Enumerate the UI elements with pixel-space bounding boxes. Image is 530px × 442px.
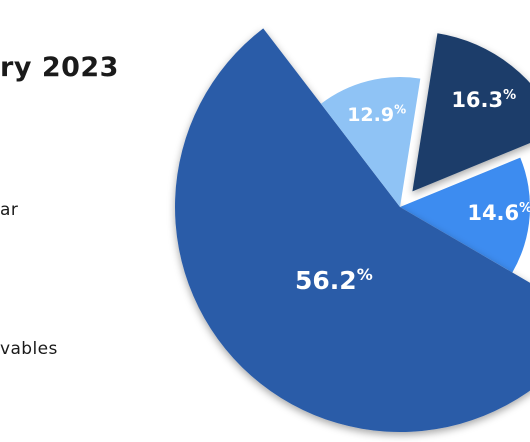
slice-value: 14.6 xyxy=(467,201,519,225)
chart-title: ry 2023 xyxy=(0,52,119,83)
legend-entry: ar xyxy=(0,200,19,220)
slice-value: 12.9 xyxy=(347,103,394,125)
slice-value: 16.3 xyxy=(451,88,503,112)
slice-unit: % xyxy=(357,265,373,284)
slice-value-label: 16.3% xyxy=(451,88,516,112)
slice-value-label: 12.9% xyxy=(347,102,406,125)
pie-slice xyxy=(400,157,530,273)
legend-entry: vables xyxy=(0,339,58,359)
pie-slice xyxy=(320,77,421,207)
slice-unit: % xyxy=(394,102,406,116)
pie-slice xyxy=(412,33,530,192)
pie-slice xyxy=(175,28,530,432)
slice-value-label: 14.6% xyxy=(467,201,530,225)
slice-unit: % xyxy=(503,88,516,103)
slice-value: 56.2 xyxy=(295,266,357,295)
slice-value-label: 56.2% xyxy=(295,265,373,296)
slice-unit: % xyxy=(519,201,530,216)
